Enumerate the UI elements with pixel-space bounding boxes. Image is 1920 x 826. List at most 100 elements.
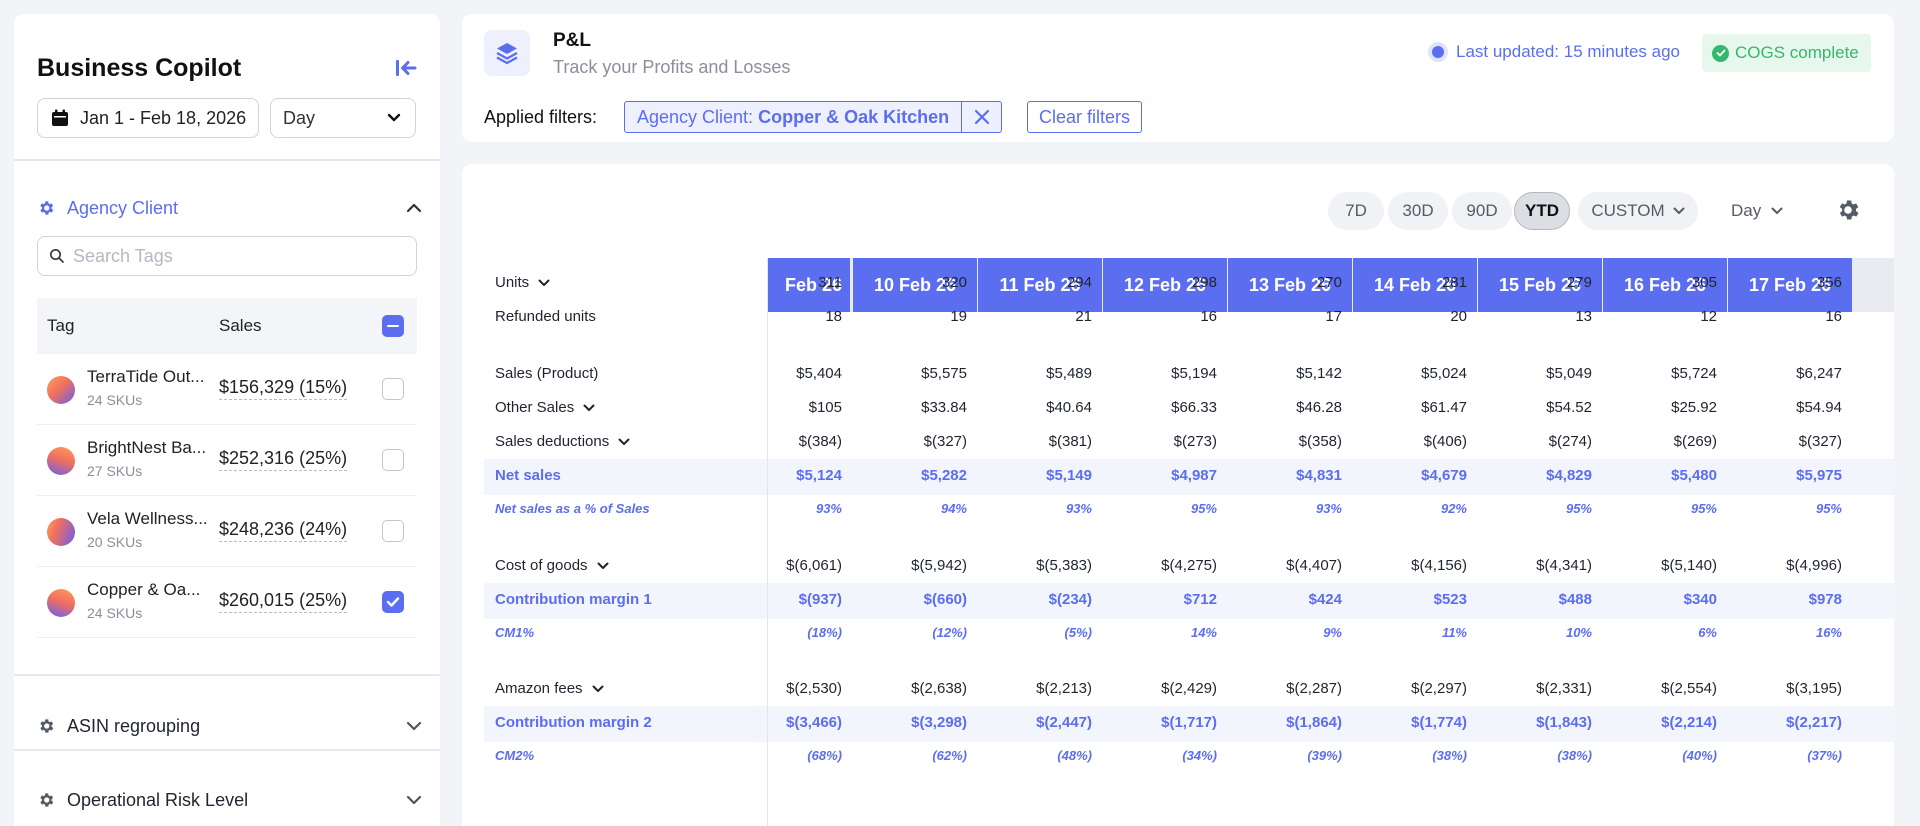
row-label[interactable]: Sales deductions [495,433,630,450]
row-label[interactable]: Cost of goods [495,557,609,574]
tag-name: TerraTide Out... [87,367,205,386]
row-label: CM2% [495,748,534,763]
table-cell: $(2,297) [1411,680,1467,697]
granularity-select[interactable]: Day [270,98,416,138]
row-label-text: Refunded units [495,308,596,325]
table-cell: 13 [1575,308,1592,325]
table-cell: (12%) [932,625,967,640]
asin-regrouping-section-toggle[interactable]: ASIN regrouping [37,712,422,740]
table-cell: $(1,774) [1411,714,1467,731]
row-label[interactable]: Units [495,274,550,291]
tag-checkbox[interactable] [382,520,404,542]
chevron-down-icon [1771,207,1783,215]
table-cell: $(269) [1673,433,1717,450]
table-settings-button[interactable] [1835,197,1861,223]
chevron-down-icon [406,721,422,731]
period-custom-button[interactable]: CUSTOM [1578,192,1698,230]
chevron-down-icon [597,562,609,570]
calendar-icon [50,108,70,128]
table-cell: $(3,195) [1786,680,1842,697]
table-cell: $4,679 [1421,467,1467,484]
operational-risk-title: Operational Risk Level [67,789,249,810]
table-cell: 19 [950,308,967,325]
table-cell: $(2,638) [911,680,967,697]
operational-risk-section-toggle[interactable]: Operational Risk Level [37,786,422,814]
table-cell: $(4,275) [1161,557,1217,574]
table-cell: $33.84 [921,399,967,416]
table-cell: $(5,140) [1661,557,1717,574]
tag-sales: $248,236 (24%) [219,519,348,542]
chevron-down-icon [1673,207,1685,215]
row-label-text: Amazon fees [495,680,583,697]
period-30d-button[interactable]: 30D [1388,192,1448,230]
table-cell: $(4,996) [1786,557,1842,574]
table-cell: 21 [1075,308,1092,325]
period-custom-label: CUSTOM [1591,201,1665,220]
table-cell: $46.28 [1296,399,1342,416]
table-cell: $5,575 [921,365,967,382]
row-label[interactable]: Amazon fees [495,680,604,697]
tag-name: Vela Wellness... [87,509,207,528]
remove-filter-button[interactable] [961,102,1001,132]
table-cell: $(937) [798,591,842,608]
table-cell: $(327) [1798,433,1842,450]
table-cell: $5,024 [1421,365,1467,382]
filter-chip: Agency Client: Copper & Oak Kitchen [624,101,1003,133]
avatar [47,447,75,475]
gear-icon [37,791,55,809]
date-column-header: 17 Feb 26 [1728,258,1852,312]
table-cell: $340 [1683,591,1717,608]
status-dot-icon [1428,42,1448,62]
table-granularity-value: Day [1731,201,1762,220]
page-header: P&L Track your Profits and Losses Last u… [462,14,1894,142]
table-cell: $(3,298) [911,714,967,731]
collapse-sidebar-button[interactable] [392,54,420,82]
table-cell: $(2,217) [1786,714,1842,731]
tag-search-input[interactable] [73,245,403,267]
tag-sales: $252,316 (25%) [219,448,348,471]
table-cell: $(2,214) [1661,714,1717,731]
table-cell: $(2,447) [1036,714,1092,731]
period-7d-button[interactable]: 7D [1328,192,1384,230]
agency-client-section-toggle[interactable]: Agency Client [37,194,422,222]
tag-name: BrightNest Ba... [87,438,207,457]
table-cell: $61.47 [1421,399,1467,416]
table-cell: 16 [1825,308,1842,325]
table-cell: $(327) [923,433,967,450]
search-icon [50,249,64,263]
tag-checkbox[interactable] [382,449,404,471]
table-granularity-select[interactable]: Day [1731,192,1783,230]
close-icon [974,109,989,125]
tag-sales: $260,015 (25%) [219,590,348,613]
table-cell: 18 [825,308,842,325]
tag-search-box[interactable] [37,236,417,276]
sales-column-header: Sales [219,316,262,335]
tag-checkbox-checked[interactable] [382,591,404,613]
chevron-up-icon [406,203,422,213]
table-cell: 20 [1450,308,1467,325]
table-cell: $(2,429) [1161,680,1217,697]
tag-checkbox[interactable] [382,378,404,400]
row-label[interactable]: Other Sales [495,399,595,416]
row-label: Contribution margin 1 [495,591,652,608]
table-cell: $5,142 [1296,365,1342,382]
cogs-status-text: COGS complete [1735,43,1859,62]
table-cell: $4,987 [1171,467,1217,484]
period-ytd-button[interactable]: YTD [1514,192,1570,230]
chevron-down-icon [618,438,630,446]
asin-regrouping-title: ASIN regrouping [67,715,201,736]
gear-icon [37,717,55,735]
avatar [47,518,75,546]
table-cell: $(1,843) [1536,714,1592,731]
clear-filters-button[interactable]: Clear filters [1027,101,1143,133]
table-cell: $(4,407) [1286,557,1342,574]
period-90d-button[interactable]: 90D [1452,192,1512,230]
pnl-panel: 7D 30D 90D YTD CUSTOM Day Feb 26 10 Feb 2… [462,164,1894,826]
chevron-down-icon [538,279,550,287]
table-cell: 93% [1315,501,1342,516]
select-all-checkbox[interactable] [382,315,404,337]
table-cell: 16 [1200,308,1217,325]
date-range-picker[interactable]: Jan 1 - Feb 18, 2026 [37,98,259,138]
table-cell: (62%) [932,748,967,763]
divider [14,674,440,676]
